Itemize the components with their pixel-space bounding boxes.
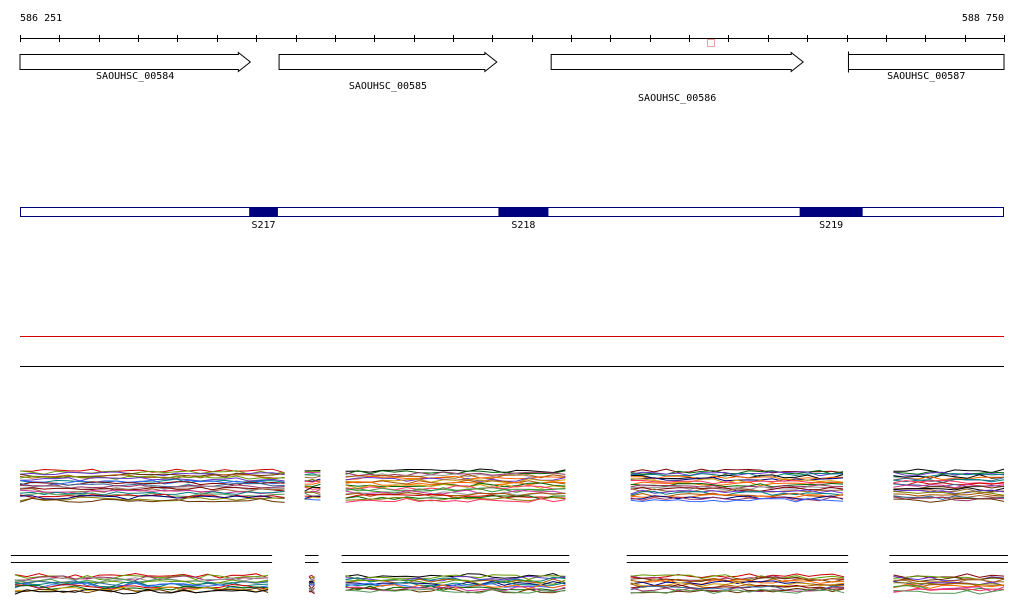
ruler-marker: [708, 40, 715, 47]
gene-label: SAOUHSC_00585: [349, 81, 427, 92]
segment-track: S217 S218 S219: [21, 207, 1004, 231]
gene-arrow[interactable]: [848, 52, 1004, 73]
expression-trace-upper: [631, 469, 843, 473]
segment-label: S217: [251, 220, 275, 231]
expression-trace-upper: [346, 494, 566, 498]
expression-trace-upper: [305, 499, 321, 500]
segment-block[interactable]: [498, 207, 548, 217]
gene-arrow[interactable]: [279, 53, 497, 72]
segment-label: S219: [819, 220, 843, 231]
signal-lines: [20, 337, 1004, 367]
gene-arrow[interactable]: [551, 53, 803, 72]
gene-label: SAOUHSC_00587: [887, 71, 965, 82]
expression-trace-lower: [631, 574, 844, 578]
segment-block[interactable]: [800, 207, 863, 217]
gene-label: SAOUHSC_00586: [638, 93, 716, 104]
expression-track-upper: [20, 469, 1004, 502]
expression-track-lower: [11, 556, 1008, 595]
gene-track: SAOUHSC_00584 SAOUHSC_00585 SAOUHSC_00586 S…: [20, 52, 1004, 105]
expression-trace-upper: [305, 482, 321, 484]
ruler-end-coordinate: 588 750: [962, 13, 1004, 24]
expression-trace-upper: [305, 472, 321, 473]
gene-label: SAOUHSC_00584: [96, 71, 174, 82]
position-ruler: [20, 35, 1005, 47]
gene-arrow[interactable]: [20, 53, 250, 72]
expression-trace-upper: [305, 476, 321, 478]
segment-label: S218: [511, 220, 535, 231]
segment-block[interactable]: [249, 207, 278, 217]
expression-trace-upper: [305, 484, 321, 486]
ruler-start-coordinate: 586 251: [20, 13, 62, 24]
